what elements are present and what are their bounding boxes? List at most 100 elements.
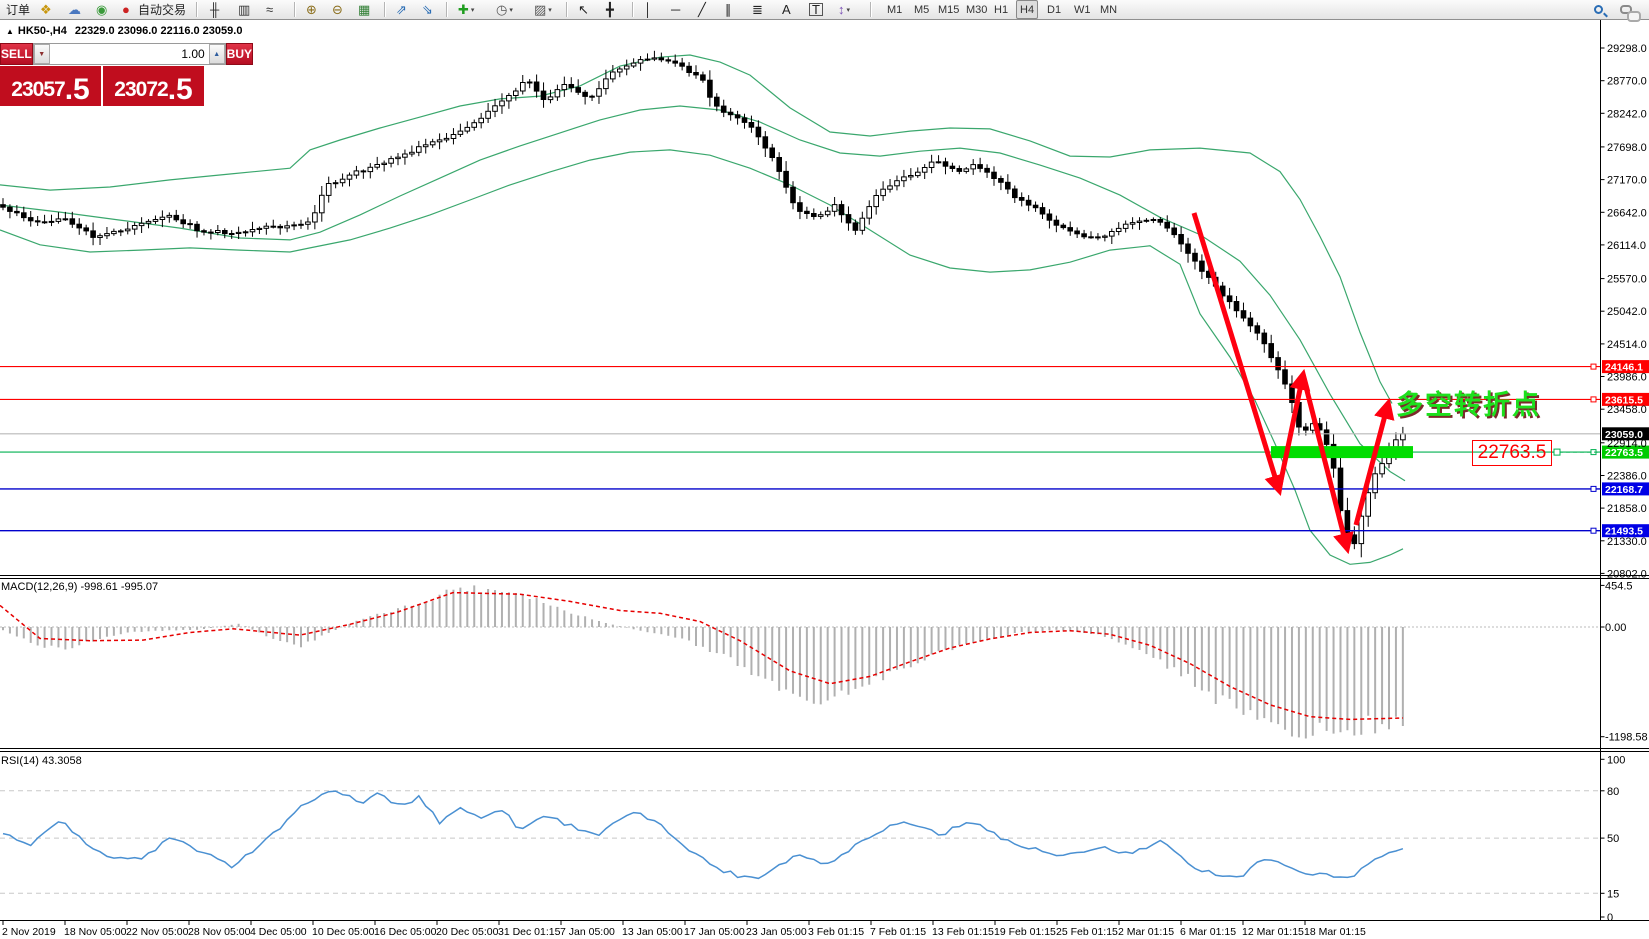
cursor-icon[interactable]: ↖ — [576, 0, 591, 19]
line-chart-icon[interactable]: ≈ — [264, 0, 275, 19]
sell-button[interactable]: SELL — [0, 43, 33, 65]
tile-windows-icon[interactable]: ▦ — [356, 0, 372, 19]
bollinger-lower-band — [0, 149, 1404, 565]
templates-icon: ▨ — [534, 1, 547, 17]
indicators-icon: ⇗ — [396, 1, 407, 17]
timeframe-m5[interactable]: M5 — [914, 3, 930, 16]
timeframe-h4[interactable]: H4 — [1016, 0, 1039, 19]
timeframe-d1[interactable]: D1 — [1047, 3, 1062, 16]
periods-icon: ◷ — [496, 1, 508, 17]
volume-increase-button[interactable]: ▲ — [208, 44, 225, 64]
dropdown-arrow-icon: ▾ — [548, 6, 552, 14]
indicators-icon[interactable]: ⇗ — [394, 0, 409, 19]
indicator-window-icon: ⇘ — [422, 1, 433, 17]
candlestick-chart-icon: ▥ — [238, 1, 251, 17]
time-axis-label: 23 Jan 05:00 — [746, 926, 807, 938]
sell-price-main: 23057 — [11, 78, 65, 101]
cloud-icon[interactable]: ☁ — [66, 0, 83, 19]
chat-icon[interactable] — [1618, 0, 1641, 22]
buy-price-panel[interactable]: 23072 .5 — [103, 66, 204, 106]
arrows-icon[interactable]: ↕ ▾ — [836, 0, 852, 19]
time-axis-label: 6 Mar 01:15 — [1180, 926, 1236, 938]
volume-input[interactable] — [49, 44, 209, 64]
new-order-icon: ❖ — [40, 1, 52, 17]
price-badge-label: 23059.0 — [1605, 429, 1643, 441]
time-axis-label: 7 Feb 01:15 — [870, 926, 926, 938]
toolbar: 订单 ❖ ☁ ◉ ● 自动交易 ╫ ▥ ≈ ⊕ ⊖ ▦ ⇗ ⇘ ✚ ▾ ◷ ▾ ▨ ▾ ↖ ╋ │ ─ ╱ ∥ ≣ A T ↕ ▾ M1 M5 M… — [0, 0, 1649, 22]
autotrading-icon[interactable]: ● — [120, 0, 132, 19]
price-axis-label: 20802.0 — [1607, 568, 1647, 580]
sell-price-panel[interactable]: 23057 .5 — [0, 66, 101, 106]
time-axis-label: 7 Jan 05:00 — [560, 926, 615, 938]
vline-icon[interactable]: │ — [642, 0, 654, 19]
price-axis-label: 25570.0 — [1607, 274, 1647, 286]
channel-icon[interactable]: ∥ — [723, 0, 734, 19]
price-badge-label: 23615.5 — [1605, 394, 1643, 406]
templates-icon[interactable]: ▨ ▾ — [532, 0, 554, 19]
text-icon: A — [782, 2, 791, 17]
hline-anchor[interactable] — [1590, 485, 1597, 492]
price-axis-label: 28242.0 — [1607, 108, 1647, 120]
toolbar-separator — [446, 2, 447, 17]
bar-chart-icon[interactable]: ╫ — [208, 0, 221, 19]
zoom-out-icon[interactable]: ⊖ — [330, 0, 345, 19]
time-axis-label: 25 Feb 01:15 — [1056, 926, 1118, 938]
timeframe-m1[interactable]: M1 — [887, 3, 903, 16]
time-axis-label: 2 Nov 2019 — [2, 926, 56, 938]
timeframe-m30[interactable]: M30 — [966, 3, 988, 16]
search-icon — [1594, 5, 1603, 14]
buy-price-frac: .5 — [167, 73, 193, 106]
time-axis-label: 3 Feb 01:15 — [808, 926, 864, 938]
price-badge-label: 24146.1 — [1605, 362, 1643, 374]
macd-label: MACD(12,26,9) -998.61 -995.07 — [1, 581, 159, 593]
price-badge — [1602, 360, 1649, 374]
dropdown-arrow-icon: ▾ — [846, 6, 851, 14]
new-order-icon[interactable]: ❖ — [38, 0, 54, 19]
hline-anchor[interactable] — [1590, 396, 1597, 403]
price-axis-label: 21330.0 — [1607, 536, 1647, 548]
timeframe-h1[interactable]: H1 — [994, 3, 1009, 16]
hline-icon[interactable]: ─ — [669, 0, 682, 19]
bar-chart-icon: ╫ — [210, 2, 220, 17]
hline-anchor[interactable] — [1590, 527, 1597, 534]
level-price-label[interactable]: 22763.5 — [1472, 440, 1552, 466]
trendline-icon[interactable]: ╱ — [696, 0, 708, 19]
dropdown-arrow-icon: ▾ — [470, 6, 475, 14]
time-axis-label: 17 Jan 05:00 — [684, 926, 745, 938]
search-icon[interactable] — [1592, 0, 1605, 19]
volume-decrease-button[interactable]: ▼ — [33, 44, 50, 64]
timeframe-mn[interactable]: MN — [1100, 3, 1118, 16]
rsi-axis-label: 80 — [1607, 786, 1619, 798]
bollinger-upper-band — [0, 54, 1393, 404]
turning-point-annotation[interactable]: 多空转折点 — [1396, 390, 1541, 420]
candlestick-chart-icon[interactable]: ▥ — [236, 0, 252, 19]
add-indicator-icon[interactable]: ✚ ▾ — [456, 0, 476, 19]
timeframe-w1[interactable]: W1 — [1074, 3, 1091, 16]
autotrading-button[interactable]: 自动交易 — [138, 3, 187, 17]
rsi-axis-label: 0 — [1607, 912, 1613, 924]
text-icon[interactable]: A — [780, 0, 793, 19]
toolbar-separator — [632, 2, 633, 17]
toolbar-separator — [870, 2, 871, 17]
new-order-button[interactable]: 订单 — [6, 3, 31, 17]
indicator-window-icon[interactable]: ⇘ — [420, 0, 435, 19]
support-band[interactable] — [1271, 446, 1413, 459]
toolbar-separator — [196, 2, 197, 17]
fibonacci-icon[interactable]: ≣ — [750, 0, 765, 19]
hline-anchor[interactable] — [1590, 363, 1597, 370]
label-icon: T — [809, 3, 823, 16]
time-axis-label: 19 Feb 01:15 — [994, 926, 1056, 938]
periods-icon[interactable]: ◷ ▾ — [494, 0, 515, 19]
label-icon[interactable]: T — [807, 0, 825, 19]
crosshair-icon[interactable]: ╋ — [604, 0, 616, 19]
label-anchor[interactable] — [1553, 448, 1561, 456]
timeframe-m15[interactable]: M15 — [938, 3, 960, 16]
zoom-in-icon[interactable]: ⊕ — [304, 0, 319, 19]
buy-button[interactable]: BUY — [225, 43, 254, 65]
zigzag-arrows[interactable] — [1191, 212, 1395, 555]
price-axis-label: 27170.0 — [1607, 175, 1647, 187]
signal-icon[interactable]: ◉ — [94, 0, 109, 19]
dropdown-arrow-icon: ▾ — [509, 6, 513, 14]
